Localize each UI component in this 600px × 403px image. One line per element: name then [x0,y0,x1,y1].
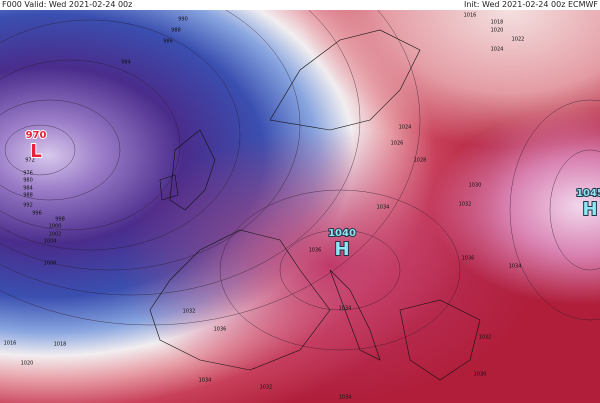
isobar-label: 996 [32,211,42,217]
isobar-label: 1030 [474,372,487,378]
isobar-label: 986 [163,39,173,45]
valid-time: F000 Valid: Wed 2021-02-24 00z [2,0,133,9]
isobar-label: 988 [23,193,33,199]
isobar-label: 990 [178,17,188,23]
isobar-label: 998 [55,217,65,223]
isobar-label: 1018 [491,20,504,26]
isobar-label: 1034 [339,395,352,401]
isobar-label: 1002 [49,232,62,238]
isobar-label: 1028 [414,158,427,164]
isobar-label: 1020 [491,28,504,34]
isobar-label: 1032 [183,309,196,315]
center-pressure: 1045 [576,188,600,199]
isobar-label: 1016 [4,341,17,347]
isobar-label: 1026 [391,141,404,147]
isobar-label: 1034 [199,378,212,384]
center-symbol: H [582,199,597,220]
isobar-label: 1034 [377,205,390,211]
isobar-label: 992 [23,203,33,209]
isobar-label: 984 [121,60,131,66]
isobar-label: 1032 [479,335,492,341]
isobar-label: 1024 [491,47,504,53]
field-east [0,10,600,403]
isobar-label: 1004 [44,239,57,245]
isobar-label: 1036 [214,327,227,333]
isobar-label: 1018 [54,342,67,348]
isobar-label: 1024 [399,125,412,131]
center-symbol: L [30,141,41,162]
isobar-label: 976 [23,171,33,177]
isobar-label: 1030 [469,183,482,189]
isobar-label: 1036 [462,256,475,262]
isobar-label: 1016 [464,13,477,19]
isobar-label: 972 [25,158,35,164]
isobar-label: 1032 [260,385,273,391]
init-time: Init: Wed 2021-02-24 00z ECMWF [463,0,598,9]
isobar-label: 988 [171,28,181,34]
isobar-label: 1034 [509,264,522,270]
isobar-label: 984 [23,186,33,192]
isobar-label: 1032 [459,202,472,208]
isobar-label: 1020 [21,361,34,367]
isobar-label: 1000 [49,224,62,230]
isobar-label: 980 [23,178,33,184]
center-symbol: H [334,239,349,260]
coastlines [149,29,481,381]
isobar-label: 1034 [339,306,352,312]
pressure-map: 9909889869849729769809849889929969981000… [0,10,600,403]
isobar-label: 1008 [44,261,57,267]
center-pressure: 970 [26,130,47,141]
isobar-label: 1036 [309,248,322,254]
isobar-label: 1022 [512,37,525,43]
center-pressure: 1040 [328,228,356,239]
